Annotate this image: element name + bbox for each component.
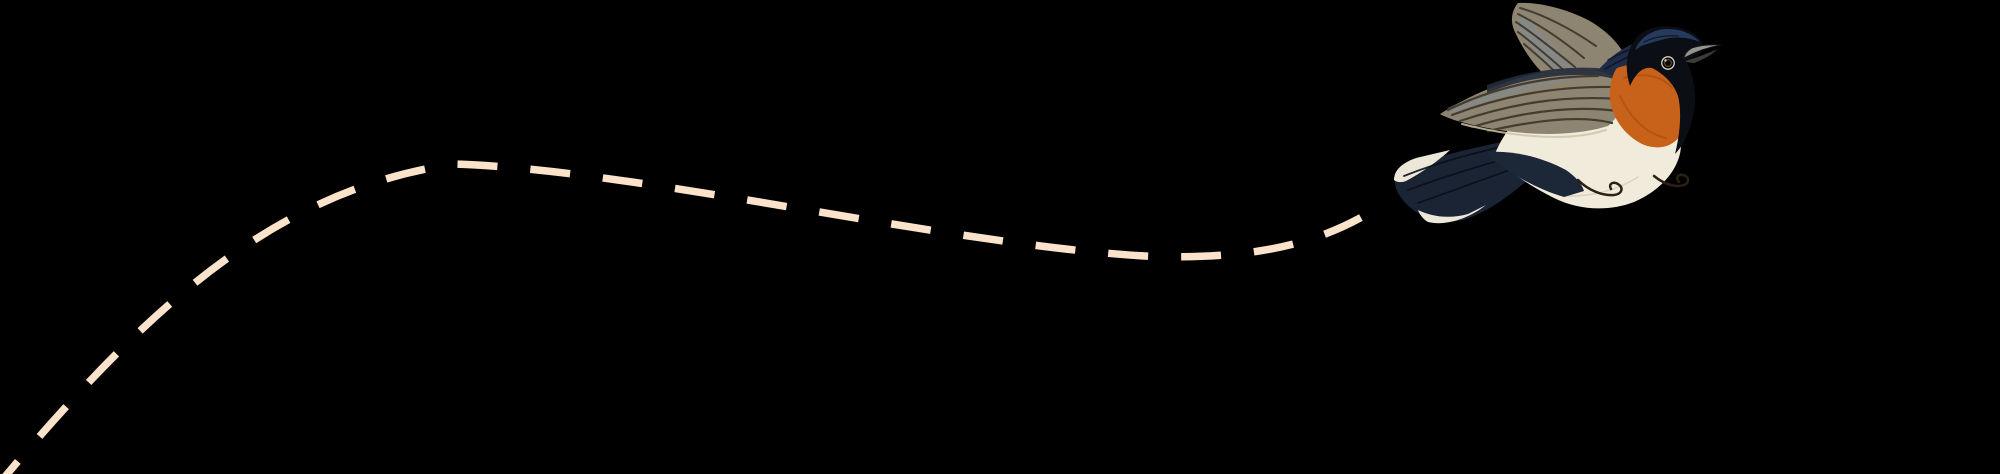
bird-lower-wing xyxy=(1440,67,1624,138)
beak-upper-mandible xyxy=(1683,44,1722,59)
swallow-bird-illustration xyxy=(1394,2,1722,224)
flight-path-dashed-curve xyxy=(2,160,1364,474)
lower-wing-light-edge xyxy=(1461,123,1607,138)
bird-beak xyxy=(1683,44,1722,63)
crown-navy-shape xyxy=(1635,29,1700,50)
right-foot xyxy=(1652,173,1690,188)
lower-wing-shape xyxy=(1440,68,1624,134)
eye-iris xyxy=(1664,59,1672,67)
crown-streaks xyxy=(1639,35,1679,48)
eye-glint xyxy=(1664,59,1667,62)
rump-navy-band xyxy=(1488,151,1584,197)
lower-wing-slate-sheen xyxy=(1447,78,1577,114)
eye-ring xyxy=(1661,56,1675,70)
bird-crown xyxy=(1635,29,1700,50)
bird-feet xyxy=(1576,173,1690,197)
beak-lower-mandible xyxy=(1685,49,1718,63)
bird-eye xyxy=(1661,56,1675,70)
left-foot xyxy=(1576,178,1623,197)
lower-wing-navy-leading-edge xyxy=(1487,67,1621,93)
upper-wing-slate-sheen xyxy=(1516,16,1588,84)
tail-white-lower-tip xyxy=(1418,205,1486,224)
lower-wing-feather-lines xyxy=(1446,74,1622,133)
